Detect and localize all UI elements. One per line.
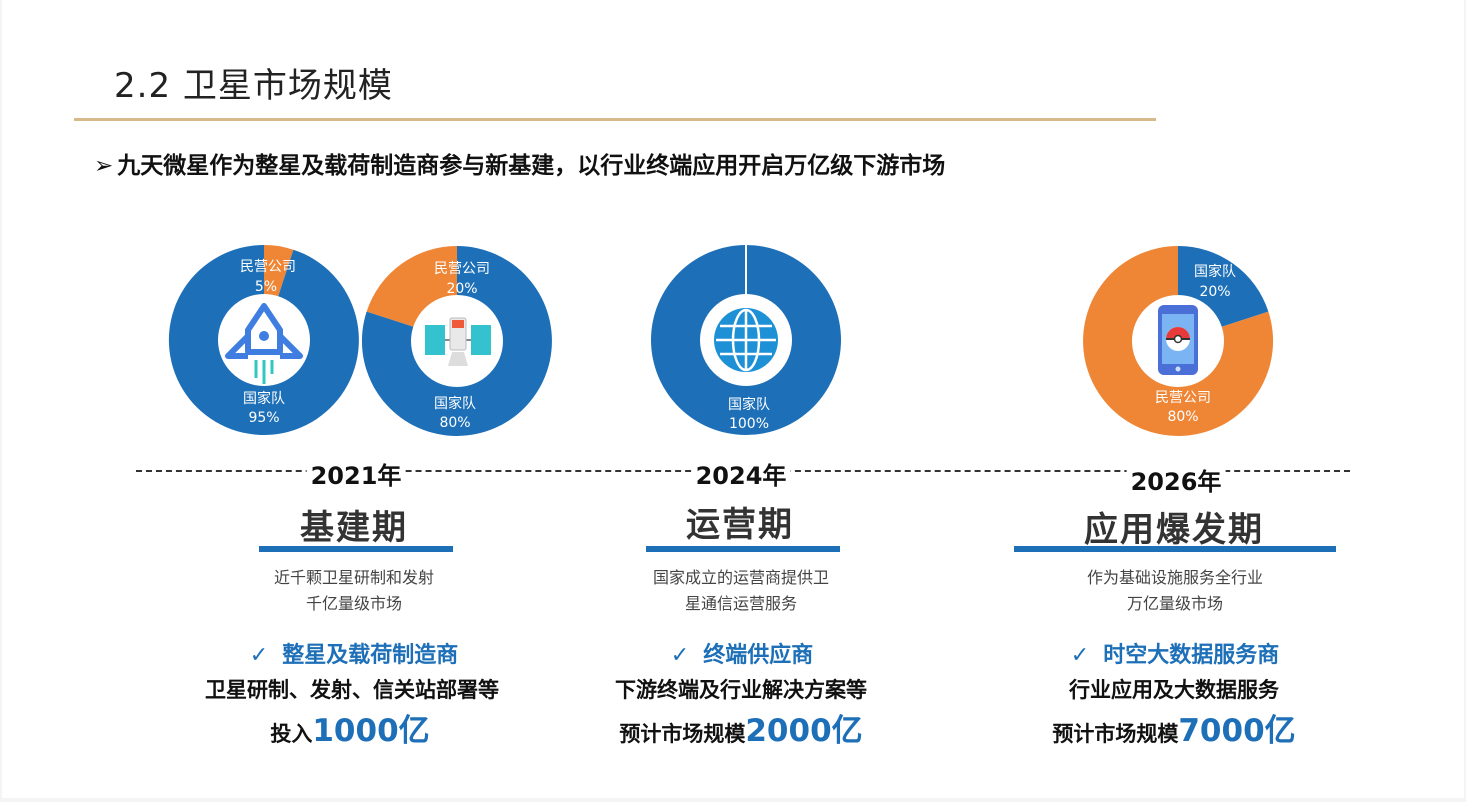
phase-description-line: 万亿量级市场 xyxy=(1126,594,1223,613)
market-prefix: 预计市场规模 xyxy=(619,722,746,746)
phase-work: 行业应用及大数据服务 xyxy=(1069,678,1279,702)
phase-title-infrastructure: 基建期 xyxy=(300,508,408,548)
donut4-pct-national: 20% xyxy=(1199,284,1230,300)
phase-description-line: 星通信运营服务 xyxy=(684,594,797,613)
donut4-label-national: 国家队 xyxy=(1194,263,1236,280)
donut1-label-private: 民营公司 xyxy=(240,259,296,275)
phase-underline xyxy=(646,546,840,552)
market-amount: 1000亿 xyxy=(312,713,430,749)
donut3-pct-national: 100% xyxy=(729,416,769,432)
role-bigdata-provider: ✓ 时空大数据服务商 xyxy=(1071,637,1279,669)
phase-description: 作为基础设施服务全行业 万亿量级市场 xyxy=(1045,565,1305,617)
donut4-pct-private: 80% xyxy=(1167,409,1198,425)
market-prefix: 预计市场规模 xyxy=(1052,722,1179,746)
role-terminal-supplier: ✓ 终端供应商 xyxy=(671,637,813,669)
rocket-icon xyxy=(225,303,303,384)
donut2-label-national: 国家队 xyxy=(434,395,476,412)
role-label: 整星及载荷制造商 xyxy=(282,643,459,668)
donut-2024-national: 国家队 100% xyxy=(651,245,841,435)
phase-underline xyxy=(1014,546,1336,552)
globe-icon xyxy=(714,308,778,372)
donut1-label-national: 国家队 xyxy=(243,390,285,407)
phase-work: 卫星研制、发射、信关站部署等 xyxy=(205,678,499,702)
subtitle: ➢ 九天微星作为整星及载荷制造商参与新基建，以行业终端应用开启万亿级下游市场 xyxy=(94,146,945,180)
check-icon: ✓ xyxy=(670,643,690,668)
market-amount: 7000亿 xyxy=(1178,713,1296,749)
smartphone-icon xyxy=(1158,305,1198,375)
phase-market: 预计市场规模7000亿 xyxy=(1052,705,1295,750)
phase-market: 预计市场规模2000亿 xyxy=(619,705,862,750)
donut2-pct-private: 20% xyxy=(446,281,477,297)
arrow-bullet-icon: ➢ xyxy=(94,153,114,179)
role-label: 时空大数据服务商 xyxy=(1103,643,1280,668)
phase-work: 下游终端及行业解决方案等 xyxy=(615,678,867,702)
phase-description: 近千颗卫星研制和发射 千亿量级市场 xyxy=(224,565,484,617)
donut2-pct-national: 80% xyxy=(439,415,470,431)
phase-title-operation: 运营期 xyxy=(686,505,794,545)
check-icon: ✓ xyxy=(249,643,269,668)
phase-title-application-boom: 应用爆发期 xyxy=(1084,510,1264,550)
donut1-pct-private: 5% xyxy=(255,279,277,295)
title-divider xyxy=(74,118,1156,121)
role-manufacturer: ✓ 整星及载荷制造商 xyxy=(250,637,458,669)
satellite-icon xyxy=(425,317,491,366)
phase-description-line: 国家成立的运营商提供卫 xyxy=(652,568,829,587)
donut2-label-private: 民营公司 xyxy=(434,261,490,277)
donut3-label-national: 国家队 xyxy=(728,396,770,413)
market-prefix: 投入 xyxy=(270,722,313,746)
phase-description-line: 近千颗卫星研制和发射 xyxy=(273,568,434,587)
phase-description: 国家成立的运营商提供卫 星通信运营服务 xyxy=(611,565,871,617)
page-title: 2.2 卫星市场规模 xyxy=(114,66,393,106)
year-2021: 2021年 xyxy=(306,456,406,491)
market-amount: 2000亿 xyxy=(745,713,863,749)
phase-description-line: 千亿量级市场 xyxy=(305,594,402,613)
donut4-label-private: 民营公司 xyxy=(1155,390,1211,406)
donut1-pct-national: 95% xyxy=(248,410,279,426)
subtitle-text: 九天微星作为整星及载荷制造商参与新基建，以行业终端应用开启万亿级下游市场 xyxy=(117,153,946,179)
donut-2021-private: 民营公司 20% 国家队 80% xyxy=(361,245,552,436)
phase-underline xyxy=(259,546,453,552)
check-icon: ✓ xyxy=(1070,643,1090,668)
phase-market: 投入1000亿 xyxy=(270,705,429,750)
year-2026: 2026年 xyxy=(1126,462,1226,497)
donut-2026-private: 国家队 20% 民营公司 80% xyxy=(1083,245,1274,436)
year-2024: 2024年 xyxy=(691,456,791,491)
role-label: 终端供应商 xyxy=(703,643,814,668)
phase-description-line: 作为基础设施服务全行业 xyxy=(1086,568,1263,587)
donut-2021-national: 民营公司 5% 国家队 95% xyxy=(168,244,359,435)
